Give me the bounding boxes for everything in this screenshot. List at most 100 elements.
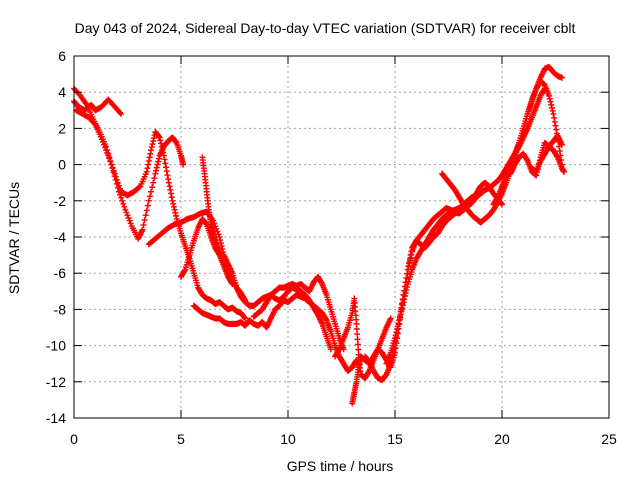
data-point — [140, 221, 147, 228]
series-3 — [73, 107, 249, 322]
data-point — [558, 141, 565, 148]
data-point — [108, 161, 115, 168]
data-point — [109, 164, 116, 171]
data-point — [353, 320, 360, 327]
data-point — [394, 323, 401, 330]
data-point — [402, 290, 409, 297]
data-point — [111, 170, 118, 177]
data-point — [549, 107, 556, 114]
series-16 — [528, 143, 568, 175]
data-point — [242, 315, 249, 322]
data-point — [404, 284, 411, 291]
data-point — [118, 194, 125, 201]
data-point — [163, 168, 170, 175]
data-point — [553, 126, 560, 133]
data-point — [166, 183, 173, 190]
data-point — [394, 326, 401, 333]
y-tick-label: -14 — [46, 410, 66, 426]
data-point — [399, 305, 406, 312]
y-tick-label: 0 — [58, 157, 66, 173]
data-point — [551, 118, 558, 125]
data-point — [407, 254, 414, 261]
data-point — [171, 206, 178, 213]
data-point — [145, 161, 152, 168]
data-point — [403, 275, 410, 282]
data-point — [165, 179, 172, 186]
data-point — [145, 197, 152, 204]
data-point — [173, 212, 180, 219]
y-tick-label: -12 — [46, 374, 66, 390]
data-point — [154, 161, 161, 168]
data-point — [396, 314, 403, 321]
data-point — [241, 314, 248, 321]
data-point — [318, 279, 325, 286]
data-point — [114, 179, 121, 186]
data-point — [398, 308, 405, 315]
y-tick-label: -4 — [54, 229, 67, 245]
data-point — [392, 332, 399, 339]
axis-ticks: -14 -12 -10 -8 -6 -4 -2 0 2 4 6 0 5 10 15 20 25 — [46, 48, 617, 447]
data-point — [155, 155, 162, 162]
data-point — [546, 92, 553, 99]
data-point — [117, 185, 124, 192]
data-point — [136, 184, 143, 191]
data-point — [241, 296, 248, 303]
data-point — [100, 141, 107, 148]
data-point — [158, 143, 165, 150]
data-point — [110, 167, 117, 174]
data-point — [353, 326, 360, 333]
data-point — [396, 317, 403, 324]
data-point — [547, 98, 554, 105]
data-point — [153, 164, 160, 171]
data-point — [144, 165, 151, 172]
data-point — [399, 302, 406, 309]
data-point — [158, 140, 165, 147]
data-point — [400, 299, 407, 306]
data-point — [354, 341, 361, 348]
data-point — [355, 346, 362, 353]
data-point — [403, 287, 410, 294]
data-point — [115, 182, 122, 189]
data-point — [126, 217, 133, 224]
data-point — [142, 212, 149, 219]
data-point — [335, 347, 342, 354]
data-point — [155, 133, 162, 140]
data-point — [167, 186, 174, 193]
data-point — [322, 316, 329, 323]
data-point — [168, 194, 175, 201]
y-tick-label: -2 — [54, 193, 67, 209]
data-point — [152, 170, 159, 177]
data-point — [180, 161, 187, 168]
data-point — [148, 188, 155, 195]
data-point — [119, 197, 126, 204]
data-point — [157, 137, 164, 144]
x-tick-label: 5 — [177, 431, 185, 447]
data-point — [553, 153, 560, 160]
data-point — [494, 195, 501, 202]
data-point — [148, 147, 155, 154]
data-point — [143, 168, 150, 175]
data-point — [160, 152, 167, 159]
data-point — [169, 197, 176, 204]
data-point — [395, 320, 402, 327]
data-point — [202, 220, 209, 227]
data-point — [168, 190, 175, 197]
data-point — [120, 200, 127, 207]
data-point — [393, 329, 400, 336]
data-point — [113, 176, 120, 183]
data-point — [102, 144, 109, 151]
data-point — [121, 203, 128, 210]
data-point — [164, 172, 171, 179]
data-point — [122, 206, 129, 213]
data-point — [106, 155, 113, 162]
data-point — [163, 164, 170, 171]
data-point — [550, 110, 557, 117]
data-point — [546, 95, 553, 102]
data-point — [354, 336, 361, 343]
x-tick-label: 10 — [280, 431, 296, 447]
data-point — [127, 220, 134, 227]
y-axis-label: SDTVAR / TECUs — [6, 182, 22, 294]
data-point — [150, 135, 157, 142]
x-axis-label: GPS time / hours — [287, 458, 394, 474]
